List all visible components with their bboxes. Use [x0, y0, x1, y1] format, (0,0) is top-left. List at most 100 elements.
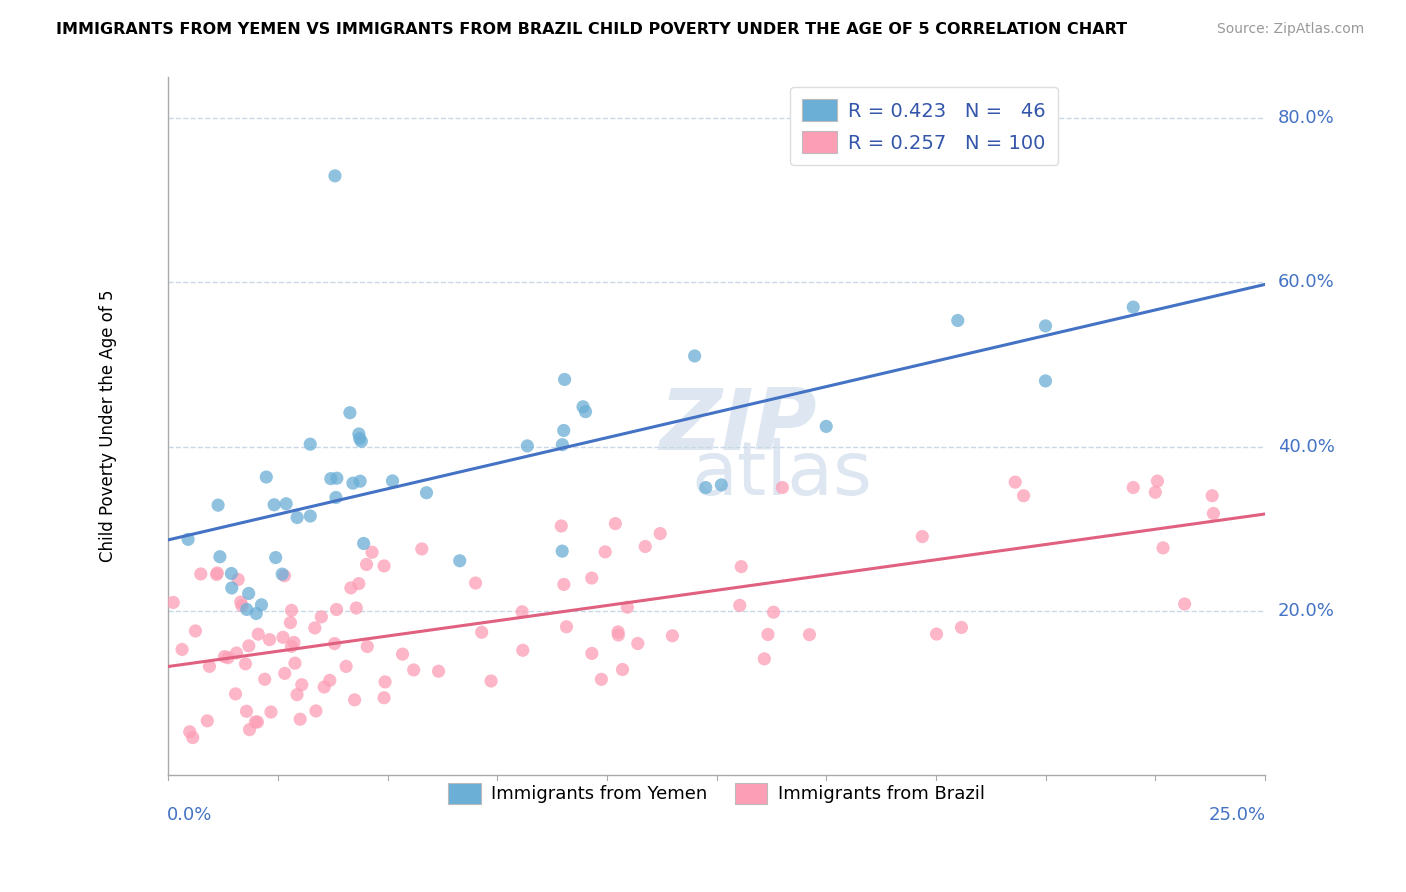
- Text: atlas: atlas: [692, 438, 873, 511]
- Point: [323, 637, 346, 651]
- Point: [381, 474, 404, 488]
- Point: [1004, 475, 1026, 490]
- Point: [260, 705, 283, 719]
- Point: [254, 470, 277, 484]
- Point: [238, 723, 260, 737]
- Point: [634, 540, 657, 554]
- Text: 0.0%: 0.0%: [167, 806, 212, 824]
- Point: [314, 680, 336, 694]
- Point: [259, 632, 281, 647]
- Point: [271, 567, 294, 582]
- Point: [179, 724, 201, 739]
- Point: [402, 663, 425, 677]
- Point: [170, 642, 193, 657]
- Point: [581, 571, 603, 585]
- Point: [225, 646, 247, 660]
- Point: [217, 650, 239, 665]
- Point: [510, 605, 533, 619]
- Point: [271, 630, 294, 644]
- Point: [1122, 300, 1144, 314]
- Point: [1202, 507, 1225, 521]
- Point: [250, 598, 273, 612]
- Point: [325, 491, 347, 505]
- Point: [1174, 597, 1197, 611]
- Point: [1146, 474, 1168, 488]
- Point: [593, 545, 616, 559]
- Point: [756, 627, 779, 641]
- Point: [221, 581, 243, 595]
- Point: [299, 509, 322, 524]
- Point: [323, 169, 346, 183]
- Point: [283, 635, 305, 649]
- Point: [280, 615, 302, 630]
- Point: [198, 659, 221, 673]
- Point: [207, 498, 229, 512]
- Point: [762, 605, 785, 619]
- Point: [195, 714, 218, 728]
- Point: [607, 628, 630, 642]
- Point: [273, 568, 295, 582]
- Point: [226, 573, 249, 587]
- Point: [349, 474, 371, 488]
- Point: [415, 485, 437, 500]
- Point: [339, 406, 361, 420]
- Point: [291, 678, 314, 692]
- Point: [946, 313, 969, 327]
- Point: [730, 559, 752, 574]
- Point: [299, 437, 322, 451]
- Point: [214, 649, 236, 664]
- Point: [344, 601, 367, 615]
- Point: [319, 673, 342, 688]
- Point: [284, 656, 307, 670]
- Point: [335, 659, 357, 673]
- Point: [347, 576, 370, 591]
- Point: [1122, 481, 1144, 495]
- Point: [616, 600, 638, 615]
- Point: [225, 687, 247, 701]
- Point: [353, 536, 375, 550]
- Point: [1152, 541, 1174, 555]
- Point: [710, 478, 733, 492]
- Point: [754, 652, 776, 666]
- Point: [356, 558, 378, 572]
- Point: [683, 349, 706, 363]
- Point: [464, 576, 486, 591]
- Point: [1035, 318, 1057, 333]
- Point: [235, 657, 257, 671]
- Point: [479, 673, 502, 688]
- Point: [245, 714, 267, 729]
- Point: [572, 400, 595, 414]
- Point: [208, 549, 231, 564]
- Text: ZIP: ZIP: [659, 384, 817, 467]
- Point: [911, 530, 934, 544]
- Point: [591, 673, 613, 687]
- Point: [340, 581, 363, 595]
- Point: [184, 624, 207, 638]
- Point: [235, 602, 257, 616]
- Point: [280, 603, 302, 617]
- Point: [361, 545, 384, 559]
- Point: [305, 704, 328, 718]
- Point: [661, 629, 683, 643]
- Point: [263, 498, 285, 512]
- Point: [770, 481, 793, 495]
- Point: [247, 627, 270, 641]
- Point: [1144, 485, 1167, 500]
- Point: [177, 533, 200, 547]
- Text: 40.0%: 40.0%: [1278, 437, 1334, 456]
- Point: [342, 476, 364, 491]
- Point: [411, 541, 433, 556]
- Point: [695, 481, 717, 495]
- Point: [373, 558, 395, 573]
- Point: [235, 704, 257, 718]
- Point: [1012, 489, 1035, 503]
- Point: [373, 690, 395, 705]
- Point: [304, 621, 326, 635]
- Point: [950, 620, 973, 634]
- Point: [285, 510, 308, 524]
- Point: [207, 566, 229, 580]
- Point: [1035, 374, 1057, 388]
- Point: [205, 567, 228, 582]
- Point: [238, 639, 260, 653]
- Point: [627, 636, 650, 650]
